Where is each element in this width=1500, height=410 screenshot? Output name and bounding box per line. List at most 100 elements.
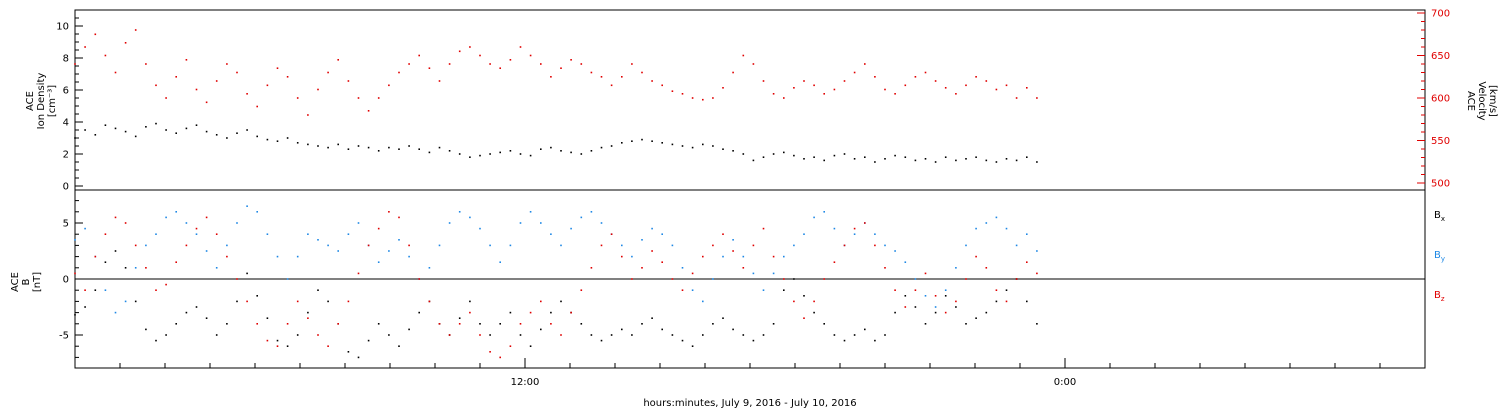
bx-point: [246, 272, 248, 275]
velocity-point: [570, 59, 572, 61]
by-point: [469, 216, 471, 219]
by-point: [195, 233, 198, 235]
velocity-point: [560, 67, 562, 69]
velocity-point: [600, 76, 603, 78]
bz-point: [1015, 278, 1018, 280]
velocity-point: [732, 71, 734, 74]
bx-point: [793, 278, 795, 280]
velocity-point: [388, 84, 390, 87]
velocity-tick-label: 650: [1431, 51, 1450, 62]
bx-point: [742, 334, 745, 336]
by-point: [307, 233, 309, 235]
bx-point: [226, 323, 228, 325]
velocity-point: [94, 33, 97, 36]
velocity-point: [205, 101, 208, 104]
bz-point: [185, 244, 188, 247]
velocity-point: [874, 76, 876, 78]
bx-point: [894, 311, 896, 314]
bz-point: [833, 261, 836, 263]
by-point: [276, 255, 279, 258]
velocity-point: [236, 71, 238, 74]
bx-point: [550, 311, 552, 314]
bz-point: [458, 323, 461, 325]
by-point: [114, 311, 117, 314]
bz-point: [580, 289, 583, 291]
density-tick-label: 6: [63, 86, 69, 97]
by-point: [803, 233, 805, 235]
bx-point: [509, 311, 512, 314]
density-point: [803, 158, 805, 160]
bz-point: [600, 244, 603, 247]
velocity-point: [175, 76, 177, 78]
velocity-point: [458, 50, 461, 53]
bz-point: [398, 216, 400, 219]
density-point: [266, 138, 269, 141]
bz-point: [904, 306, 907, 308]
field-tick-label: 5: [63, 219, 69, 230]
density-point: [691, 146, 694, 149]
density-point: [185, 127, 188, 130]
velocity-point: [377, 97, 380, 99]
density-point: [307, 143, 309, 146]
density-point: [894, 154, 896, 157]
bz-point: [175, 261, 177, 263]
density-point: [134, 135, 137, 138]
bx-point: [681, 339, 684, 342]
by-point: [590, 211, 593, 213]
field-ylabel-line3: [nT]: [32, 272, 43, 292]
density-point: [621, 142, 623, 144]
velocity-point: [944, 87, 947, 89]
bz-point: [722, 233, 724, 235]
bx-point: [621, 328, 623, 331]
density-point: [833, 154, 836, 157]
velocity-point: [904, 84, 907, 87]
density-point: [317, 145, 319, 147]
density-tick-label: 8: [63, 54, 69, 65]
bz-point: [813, 300, 815, 303]
density-point: [519, 153, 522, 155]
bz-point: [884, 267, 886, 269]
density-tick-label: 4: [63, 118, 69, 129]
bz-point: [853, 227, 856, 230]
bx-point: [813, 311, 815, 314]
bx-point: [732, 328, 734, 331]
bz-point: [215, 233, 218, 235]
density-ylabel-line1: ACE: [25, 91, 36, 111]
bx-point: [580, 323, 583, 325]
by-point: [560, 244, 562, 247]
by-point: [499, 261, 501, 263]
bx-point: [74, 314, 76, 316]
legend-bx: Bx: [1434, 210, 1445, 223]
bz-point: [489, 351, 491, 353]
velocity-point: [337, 59, 339, 61]
bz-point: [803, 317, 805, 319]
bz-point: [772, 255, 775, 258]
bx-point: [651, 317, 653, 319]
bz-point: [550, 323, 552, 325]
bx-point: [661, 328, 663, 331]
velocity-point: [155, 84, 157, 87]
velocity-point: [631, 63, 633, 65]
velocity-point: [165, 97, 167, 99]
bz-point: [428, 300, 431, 303]
density-point: [367, 146, 370, 149]
by-point: [681, 267, 684, 269]
velocity-point: [955, 93, 957, 95]
by-point: [651, 227, 653, 230]
by-point: [661, 233, 663, 235]
bx-point: [803, 295, 805, 297]
by-point: [74, 239, 76, 241]
density-point: [438, 146, 441, 149]
by-point: [914, 278, 917, 280]
by-point: [671, 244, 674, 247]
bz-point: [691, 272, 694, 275]
bx-point: [722, 317, 724, 319]
by-point: [458, 211, 461, 213]
bx-point: [641, 323, 643, 325]
velocity-point: [671, 90, 674, 92]
velocity-point: [327, 71, 329, 74]
bz-point: [388, 211, 390, 213]
bx-point: [367, 339, 370, 342]
velocity-point: [702, 98, 704, 101]
density-point: [975, 156, 977, 158]
